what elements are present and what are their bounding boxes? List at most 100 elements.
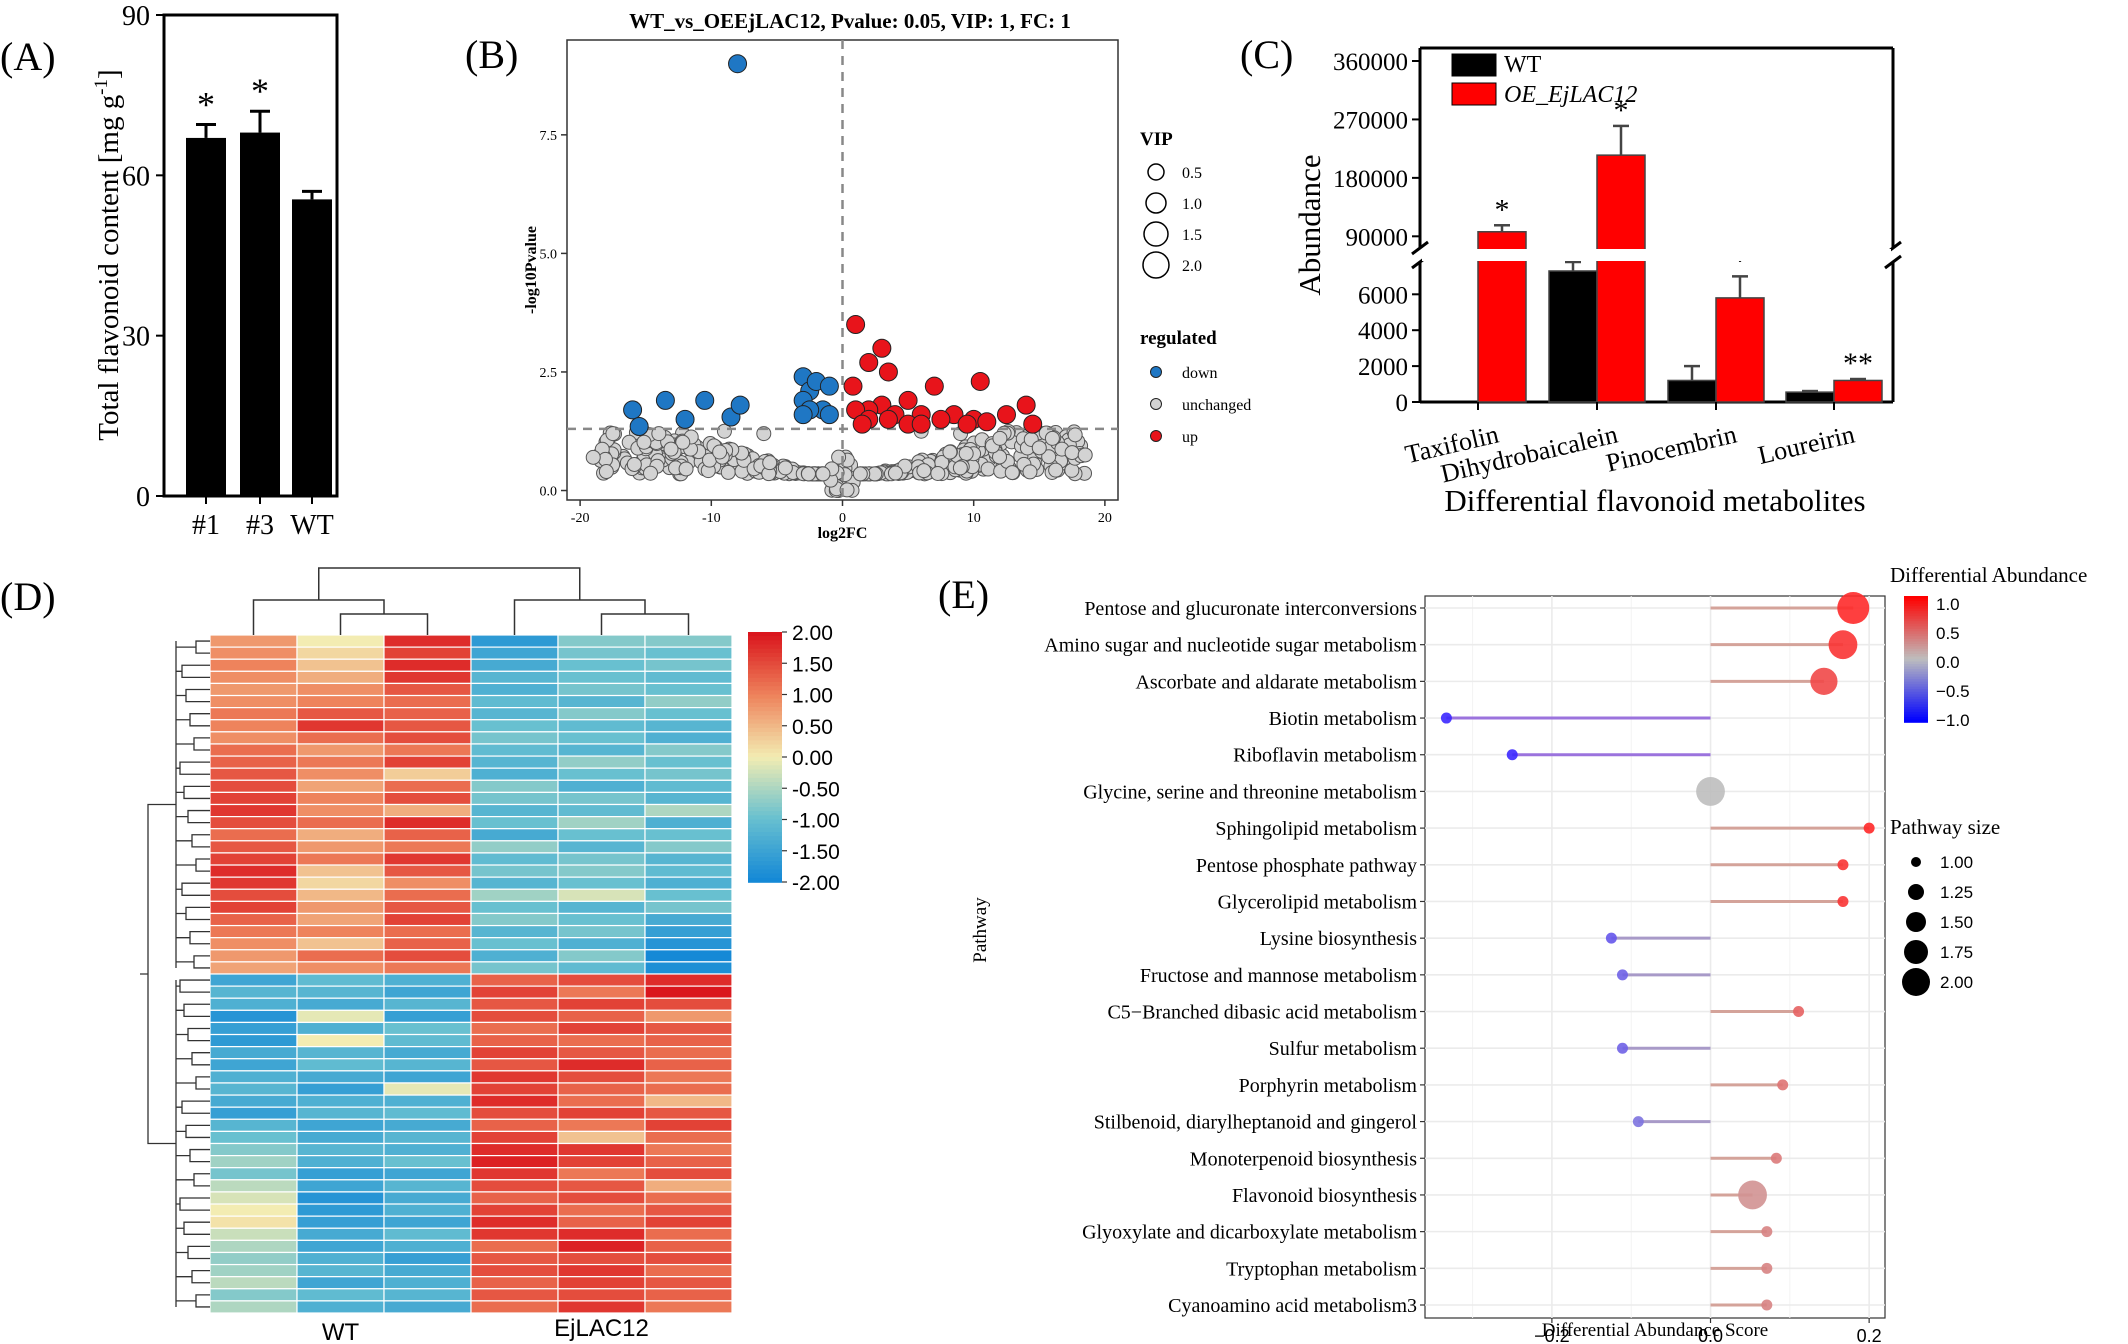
color-legend-segment xyxy=(1904,709,1928,713)
lollipop-point xyxy=(1837,592,1870,624)
point-up xyxy=(859,352,879,372)
heatmap-cell xyxy=(557,852,646,866)
heatmap-cell xyxy=(209,912,298,927)
heatmap-cell xyxy=(470,1263,559,1278)
heatmap-cell xyxy=(383,816,472,830)
heatmap-cell xyxy=(470,755,559,769)
colorbar-segment xyxy=(748,765,782,771)
point-unchanged xyxy=(952,460,968,476)
heatmap-cell xyxy=(209,985,298,999)
regulated-legend-label: unchanged xyxy=(1182,397,1251,414)
point-down xyxy=(623,400,643,420)
heatmap-cell xyxy=(470,743,559,757)
y-tick-label: 180000 xyxy=(1333,166,1408,193)
lollipop-point xyxy=(1632,1116,1644,1128)
point-unchanged xyxy=(1048,462,1064,478)
heatmap-cell xyxy=(209,1215,298,1229)
heatmap-cell xyxy=(470,1130,559,1145)
heatmap-cell xyxy=(470,1300,559,1314)
heatmap-cell xyxy=(557,1082,646,1096)
heatmap-cell xyxy=(557,803,646,818)
heatmap-cell xyxy=(644,1106,733,1120)
heatmap-cell xyxy=(557,1033,646,1048)
heatmap-cell xyxy=(383,1058,472,1072)
point-unchanged xyxy=(916,463,932,479)
colorbar-segment xyxy=(748,807,782,812)
color-legend-segment xyxy=(1904,659,1928,663)
point-unchanged xyxy=(712,444,728,460)
size-legend-label: 1.75 xyxy=(1940,943,1973,962)
heatmap-cell xyxy=(296,731,385,745)
color-legend-segment xyxy=(1904,699,1928,703)
pathway-label: Cyanoamino acid metabolism3 xyxy=(1168,1295,1417,1317)
color-legend-segment xyxy=(1904,681,1928,685)
heatmap-cell xyxy=(470,1046,559,1060)
heatmap-cell xyxy=(644,973,733,987)
heatmap-cell xyxy=(557,985,646,999)
y-tick-label: 7.5 xyxy=(540,129,558,144)
vip-legend-label: 2.0 xyxy=(1182,258,1202,275)
color-legend-segment xyxy=(1904,711,1928,716)
heatmap-cell xyxy=(209,779,298,793)
heatmap-cell xyxy=(383,1070,472,1084)
heatmap-cell xyxy=(383,682,472,697)
heatmap-cell xyxy=(470,1215,559,1229)
colorbar-segment xyxy=(748,665,782,671)
heatmap-cell xyxy=(470,694,559,709)
heatmap-cell xyxy=(557,900,646,915)
heatmap-cell xyxy=(296,755,385,769)
heatmap-cell xyxy=(296,707,385,721)
point-unchanged xyxy=(1031,440,1047,456)
heatmap-cell xyxy=(383,731,472,745)
colorbar-label: -2.00 xyxy=(792,872,840,895)
heatmap-cell xyxy=(644,694,733,709)
heatmap-cell xyxy=(209,1179,298,1193)
heatmap-cell xyxy=(209,646,298,660)
y-tick-label: 2.5 xyxy=(540,366,558,381)
legend-label-wt: WT xyxy=(1504,52,1542,78)
regulated-legend-dot xyxy=(1150,430,1162,442)
heatmap-cell xyxy=(557,658,646,672)
heatmap-cell xyxy=(470,1118,559,1132)
size-legend-dot xyxy=(1902,968,1930,996)
heatmap-cell xyxy=(383,876,472,890)
heatmap-cell xyxy=(557,767,646,781)
heatmap-cell xyxy=(557,1130,646,1145)
color-legend-segment xyxy=(1904,674,1928,678)
color-legend-segment xyxy=(1904,689,1928,693)
heatmap-cell xyxy=(470,1106,559,1120)
heatmap-cell xyxy=(557,997,646,1011)
heatmap-cell xyxy=(383,1203,472,1217)
heatmap-cell xyxy=(296,1191,385,1205)
colorbar-segment xyxy=(748,819,782,825)
heatmap-cell xyxy=(296,779,385,793)
heatmap-cell xyxy=(470,816,559,830)
heatmap-cell xyxy=(209,924,298,939)
heatmap-cell xyxy=(383,803,472,818)
panel-a-bar-chart: 0 30 60 90 * #1 * #3 WT Total flavonoid content [… xyxy=(91,1,339,541)
heatmap-cell xyxy=(296,1106,385,1120)
color-legend-segment xyxy=(1904,616,1928,620)
color-legend-segment xyxy=(1904,686,1928,691)
point-unchanged xyxy=(1022,464,1038,480)
heatmap-cell xyxy=(383,1215,472,1229)
heatmap-cell xyxy=(209,1191,298,1205)
panel-e-lollipop-chart: Pentose and glucuronate interconversions… xyxy=(970,563,2087,1344)
point-unchanged xyxy=(598,464,614,480)
heatmap-cell xyxy=(383,1263,472,1278)
heatmap-cell xyxy=(644,816,733,830)
colorbar-segment xyxy=(748,732,782,737)
colorbar-segment xyxy=(748,719,782,725)
heatmap-cell xyxy=(383,1300,472,1314)
heatmap-cell xyxy=(296,767,385,781)
heatmap-cell xyxy=(383,840,472,854)
point-unchanged xyxy=(720,464,736,480)
lollipop-point xyxy=(1440,712,1452,724)
bar xyxy=(292,199,332,496)
lollipop-point xyxy=(1616,1042,1628,1054)
heatmap-cell xyxy=(644,997,733,1011)
heatmap-cell xyxy=(383,1033,472,1048)
regulated-legend-title: regulated xyxy=(1140,328,1217,349)
y-tick-label: 30 xyxy=(122,322,150,353)
x-tick-label: −0.2 xyxy=(1534,1326,1570,1344)
